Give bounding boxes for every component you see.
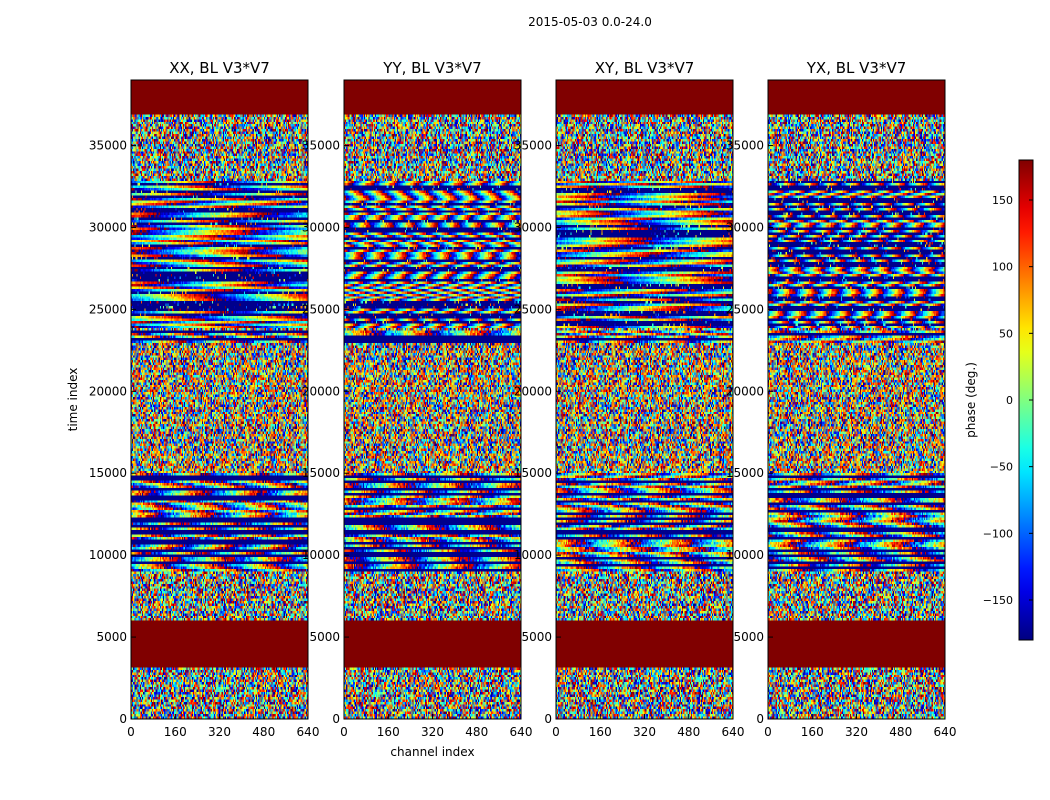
x-tick-label: 640 [722, 725, 745, 739]
colorbar-tick-label: 100 [992, 261, 1013, 274]
y-tick-label: 25000 [302, 302, 340, 316]
x-tick-label: 480 [465, 725, 488, 739]
y-tick-label: 35000 [89, 139, 127, 153]
x-tick-label: 320 [208, 725, 231, 739]
y-tick-label: 10000 [89, 548, 127, 562]
y-tick-label: 30000 [89, 220, 127, 234]
panel-0: XX, BL V3*V7 0 160 320 480 640 0 5000 10000 15000… [66, 59, 319, 739]
y-tick-label: 0 [332, 712, 340, 726]
panel-title: XY, BL V3*V7 [595, 59, 695, 77]
y-tick-label: 25000 [514, 302, 552, 316]
colorbar-tick-label: −50 [990, 461, 1013, 474]
colorbar-tick-label: 0 [1006, 394, 1013, 407]
figure-suptitle: 2015-05-03 0.0-24.0 [528, 15, 652, 29]
y-tick-label: 5000 [733, 630, 764, 644]
panel-title: YX, BL V3*V7 [806, 59, 907, 77]
x-tick-label: 0 [340, 725, 348, 739]
y-tick-label: 0 [756, 712, 764, 726]
y-tick-label: 20000 [726, 384, 764, 398]
y-tick-label: 10000 [514, 548, 552, 562]
x-tick-label: 480 [677, 725, 700, 739]
x-tick-label: 640 [297, 725, 320, 739]
colorbar-tick-label: −150 [983, 594, 1013, 607]
x-tick-label: 320 [845, 725, 868, 739]
x-tick-label: 640 [934, 725, 957, 739]
y-tick-label: 5000 [309, 630, 340, 644]
y-tick-label: 30000 [302, 220, 340, 234]
y-tick-label: 0 [119, 712, 127, 726]
y-tick-label: 35000 [302, 139, 340, 153]
colorbar: 150 100 50 0 −50 −100 −150 phase (deg.) [964, 159, 1034, 641]
y-tick-label: 15000 [726, 466, 764, 480]
colorbar-tick-label: 50 [999, 327, 1013, 340]
x-tick-label: 160 [377, 725, 400, 739]
y-tick-label: 10000 [726, 548, 764, 562]
x-tick-label: 0 [552, 725, 560, 739]
panel-2: XY, BL V3*V7 0 160 320 480 640 0 5000 10000 15000… [514, 59, 745, 739]
x-tick-label: 640 [510, 725, 533, 739]
x-tick-label: 480 [889, 725, 912, 739]
x-tick-label: 480 [252, 725, 275, 739]
y-tick-label: 5000 [96, 630, 127, 644]
x-tick-label: 320 [421, 725, 444, 739]
y-tick-label: 20000 [514, 384, 552, 398]
heatmap-image [768, 80, 945, 719]
heatmap-image [131, 80, 308, 719]
y-axis-label: time index [66, 368, 80, 432]
y-tick-label: 20000 [302, 384, 340, 398]
y-tick-label: 30000 [726, 220, 764, 234]
x-tick-label: 160 [164, 725, 187, 739]
panels-group: XX, BL V3*V7 0 160 320 480 640 0 5000 10000 15000… [66, 59, 956, 759]
y-tick-label: 15000 [514, 466, 552, 480]
panel-title: YY, BL V3*V7 [382, 59, 481, 77]
y-tick-label: 5000 [521, 630, 552, 644]
y-tick-label: 25000 [726, 302, 764, 316]
y-tick-label: 30000 [514, 220, 552, 234]
x-tick-label: 0 [127, 725, 135, 739]
colorbar-label: phase (deg.) [964, 362, 978, 438]
colorbar-tick-label: −100 [983, 527, 1013, 540]
x-tick-label: 160 [589, 725, 612, 739]
heatmap-image [344, 80, 521, 719]
x-tick-label: 320 [633, 725, 656, 739]
x-tick-label: 160 [801, 725, 824, 739]
x-axis-label: channel index [390, 745, 474, 759]
y-tick-label: 25000 [89, 302, 127, 316]
y-tick-label: 15000 [302, 466, 340, 480]
panel-3: YX, BL V3*V7 0 160 320 480 640 0 5000 10000 15000… [726, 59, 957, 739]
x-tick-label: 0 [764, 725, 772, 739]
y-tick-label: 15000 [89, 466, 127, 480]
y-tick-label: 0 [544, 712, 552, 726]
colorbar-tick-label: 150 [992, 194, 1013, 207]
y-tick-label: 35000 [514, 139, 552, 153]
heatmap-image [556, 80, 733, 719]
panel-1: YY, BL V3*V7 0 160 320 480 640 0 5000 10000 15000… [302, 59, 533, 759]
y-tick-label: 35000 [726, 139, 764, 153]
y-tick-label: 10000 [302, 548, 340, 562]
panel-title: XX, BL V3*V7 [169, 59, 270, 77]
y-tick-label: 20000 [89, 384, 127, 398]
